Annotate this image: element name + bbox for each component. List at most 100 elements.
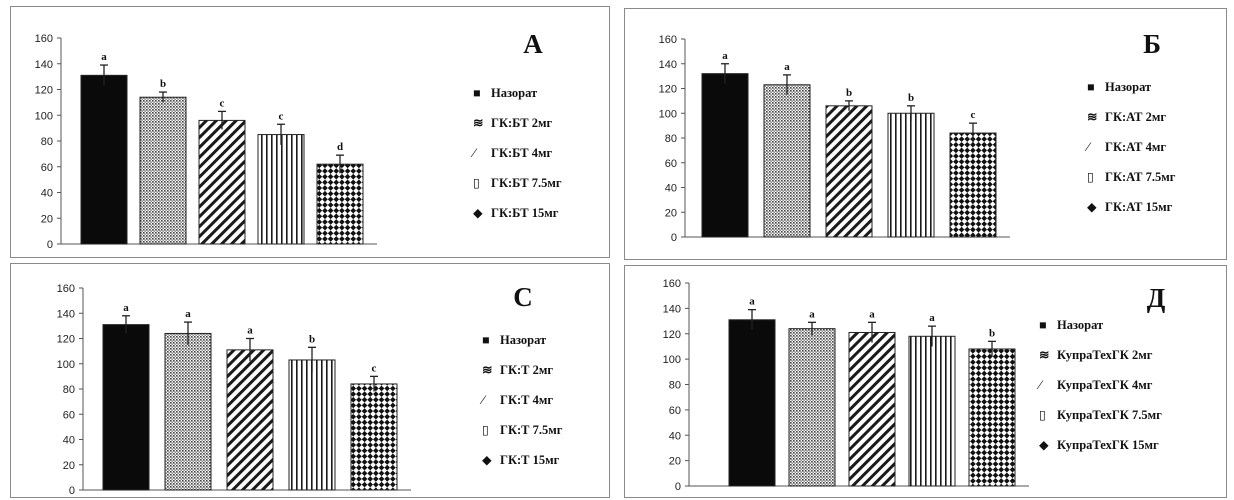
legend-marker: ▯ — [482, 423, 489, 437]
legend-entry: ГК:Т 2мг — [500, 363, 553, 377]
panel-title: Б — [1143, 29, 1161, 59]
bar — [887, 112, 935, 238]
legend-entry: Назорат — [1105, 80, 1151, 94]
bar — [848, 331, 896, 487]
legend-entry: КупраТехГК 4мг — [1057, 378, 1153, 392]
significance-label: c — [971, 109, 976, 121]
significance-label: a — [809, 308, 815, 320]
bar — [288, 359, 336, 491]
y-tick-label: 60 — [41, 162, 53, 174]
legend-marker: ■ — [482, 333, 490, 347]
y-tick-label: 160 — [663, 278, 681, 290]
legend-entry: ГК:Т 7.5мг — [500, 423, 563, 437]
significance-label: b — [309, 333, 315, 345]
significance-label: c — [279, 110, 284, 122]
legend-entry: ГК:БТ 7.5мг — [491, 176, 562, 190]
legend-entry: ГК:Т 15мг — [500, 453, 560, 467]
y-tick-label: 80 — [669, 380, 681, 392]
y-tick-label: 40 — [63, 435, 75, 447]
significance-label: a — [247, 325, 253, 337]
significance-label: a — [929, 312, 935, 324]
legend-entry: ГК:АТ 2мг — [1105, 110, 1166, 124]
legend-entry: ГК:БТ 15мг — [491, 206, 559, 220]
chart-b-svg: 0 20 40 60 80 100 120 140 160 a a b b c Б ■ Назорат ≋ ГК:А… — [659, 29, 1176, 244]
legend-marker: ≋ — [482, 363, 492, 377]
y-tick-label: 120 — [35, 85, 53, 97]
y-tick-label: 80 — [41, 136, 53, 148]
bar — [226, 349, 274, 491]
chart-panel-a: 0 20 40 60 80 100 120 140 160 a b c c d А ■ Назорат ≋ ГК:Б… — [10, 6, 610, 258]
legend-marker: ≋ — [1087, 110, 1097, 124]
y-tick-label: 120 — [57, 334, 75, 346]
legend-entry: КупраТехГК 2мг — [1057, 348, 1153, 362]
bar — [164, 332, 212, 491]
legend-entry: Назорат — [500, 333, 546, 347]
bar — [316, 163, 364, 245]
significance-label: b — [846, 87, 852, 99]
y-tick-label: 60 — [665, 158, 677, 170]
y-tick-label: 0 — [69, 485, 75, 497]
y-tick-label: 140 — [35, 59, 53, 71]
bar — [80, 74, 128, 245]
significance-label: a — [123, 302, 129, 314]
y-tick-label: 100 — [35, 110, 53, 122]
legend-marker: ▯ — [1039, 408, 1046, 422]
y-tick-label: 120 — [659, 84, 677, 96]
chart-panel-b: 0 20 40 60 80 100 120 140 160 a a b b c Б ■ Назорат ≋ ГК:А… — [624, 8, 1227, 260]
significance-label: b — [160, 78, 166, 90]
legend-marker: ▯ — [1087, 170, 1094, 184]
legend-marker: ⁄ — [1036, 378, 1044, 392]
y-tick-label: 140 — [659, 59, 677, 71]
bar — [728, 319, 776, 487]
y-tick-label: 100 — [57, 359, 75, 371]
significance-label: d — [337, 141, 343, 153]
y-tick-label: 60 — [63, 409, 75, 421]
significance-label: b — [989, 327, 995, 339]
bar — [198, 119, 246, 245]
y-tick-label: 20 — [665, 207, 677, 219]
legend-marker: ≋ — [473, 116, 483, 130]
chart-panel-d: 0 20 40 60 80 100 120 140 160 a a a a b Д ■ Назорат ≋ Купр… — [624, 265, 1227, 498]
bar — [788, 328, 836, 487]
y-tick-label: 20 — [63, 460, 75, 472]
significance-label: a — [185, 308, 191, 320]
y-tick-label: 40 — [41, 188, 53, 200]
panel-title: С — [513, 282, 533, 312]
legend-entry: ГК:БТ 2мг — [491, 116, 553, 130]
chart-a-svg: 0 20 40 60 80 100 120 140 160 a b c c d А ■ Назорат ≋ ГК:Б… — [35, 29, 562, 251]
significance-label: a — [101, 51, 107, 63]
bar — [701, 73, 749, 238]
y-tick-label: 0 — [675, 481, 681, 493]
bar — [257, 134, 305, 245]
y-tick-label: 20 — [669, 456, 681, 468]
y-tick-label: 80 — [63, 384, 75, 396]
bar — [825, 105, 873, 238]
legend-entry: ГК:АТ 4мг — [1105, 140, 1166, 154]
legend-marker: ◆ — [1087, 200, 1097, 214]
legend-entry: ГК:БТ 4мг — [491, 146, 553, 160]
legend-marker: ◆ — [473, 206, 483, 220]
panel-title: А — [523, 29, 543, 59]
legend-marker: ■ — [1087, 80, 1095, 94]
y-tick-label: 100 — [659, 108, 677, 120]
legend-marker: ⁄ — [1084, 140, 1092, 154]
legend-entry: Назорат — [1057, 318, 1103, 332]
y-tick-label: 20 — [41, 213, 53, 225]
legend-marker: ⁄ — [479, 393, 487, 407]
significance-label: a — [784, 61, 790, 73]
bar — [908, 335, 956, 487]
bar — [139, 96, 187, 245]
significance-label: b — [908, 92, 914, 104]
y-tick-label: 140 — [57, 308, 75, 320]
legend-marker: ⁄ — [470, 146, 478, 160]
y-tick-label: 80 — [665, 133, 677, 145]
significance-label: c — [372, 362, 377, 374]
significance-label: a — [869, 308, 875, 320]
chart-c-svg: 0 20 40 60 80 100 120 140 160 a a a b c С ■ Назорат ≋ ГК:Т… — [57, 282, 563, 497]
y-tick-label: 40 — [669, 430, 681, 442]
y-tick-label: 160 — [659, 34, 677, 46]
significance-label: a — [749, 296, 755, 308]
legend-entry: КупраТехГК 7.5мг — [1057, 408, 1162, 422]
significance-label: c — [220, 97, 225, 109]
chart-panel-c: 0 20 40 60 80 100 120 140 160 a a a b c С ■ Назорат ≋ ГК:Т… — [10, 263, 610, 498]
